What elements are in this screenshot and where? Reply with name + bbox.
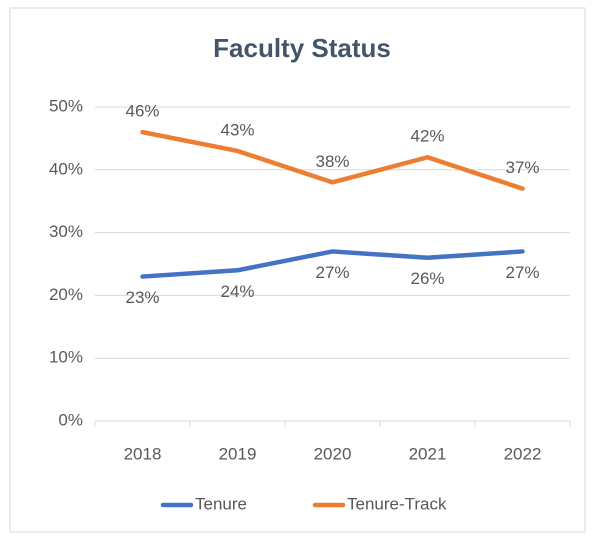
- series-line: [140, 129, 525, 191]
- data-label: 24%: [220, 282, 254, 301]
- chart-title: Faculty Status: [213, 33, 391, 63]
- data-label: 38%: [315, 152, 349, 171]
- data-label: 27%: [315, 263, 349, 282]
- y-tick-label: 20%: [49, 285, 83, 304]
- legend-label: Tenure-Track: [347, 494, 447, 513]
- data-label: 27%: [505, 263, 539, 282]
- data-label: 46%: [125, 102, 159, 121]
- series-line: [140, 249, 525, 279]
- x-tick-label: 2021: [409, 444, 447, 463]
- data-label: 26%: [410, 269, 444, 288]
- y-tick-label: 10%: [49, 348, 83, 367]
- data-label: 43%: [220, 120, 254, 139]
- x-tick-label: 2018: [124, 444, 162, 463]
- y-tick-label: 0%: [58, 410, 83, 429]
- x-tick-label: 2022: [504, 444, 542, 463]
- data-label: 42%: [410, 127, 444, 146]
- y-tick-label: 40%: [49, 159, 83, 178]
- y-tick-label: 30%: [49, 222, 83, 241]
- y-tick-label: 50%: [49, 96, 83, 115]
- x-tick-label: 2019: [219, 444, 257, 463]
- chart-border: [9, 7, 586, 533]
- legend-label: Tenure: [195, 494, 247, 513]
- x-tick-label: 2020: [314, 444, 352, 463]
- data-label: 23%: [125, 288, 159, 307]
- data-label: 37%: [505, 158, 539, 177]
